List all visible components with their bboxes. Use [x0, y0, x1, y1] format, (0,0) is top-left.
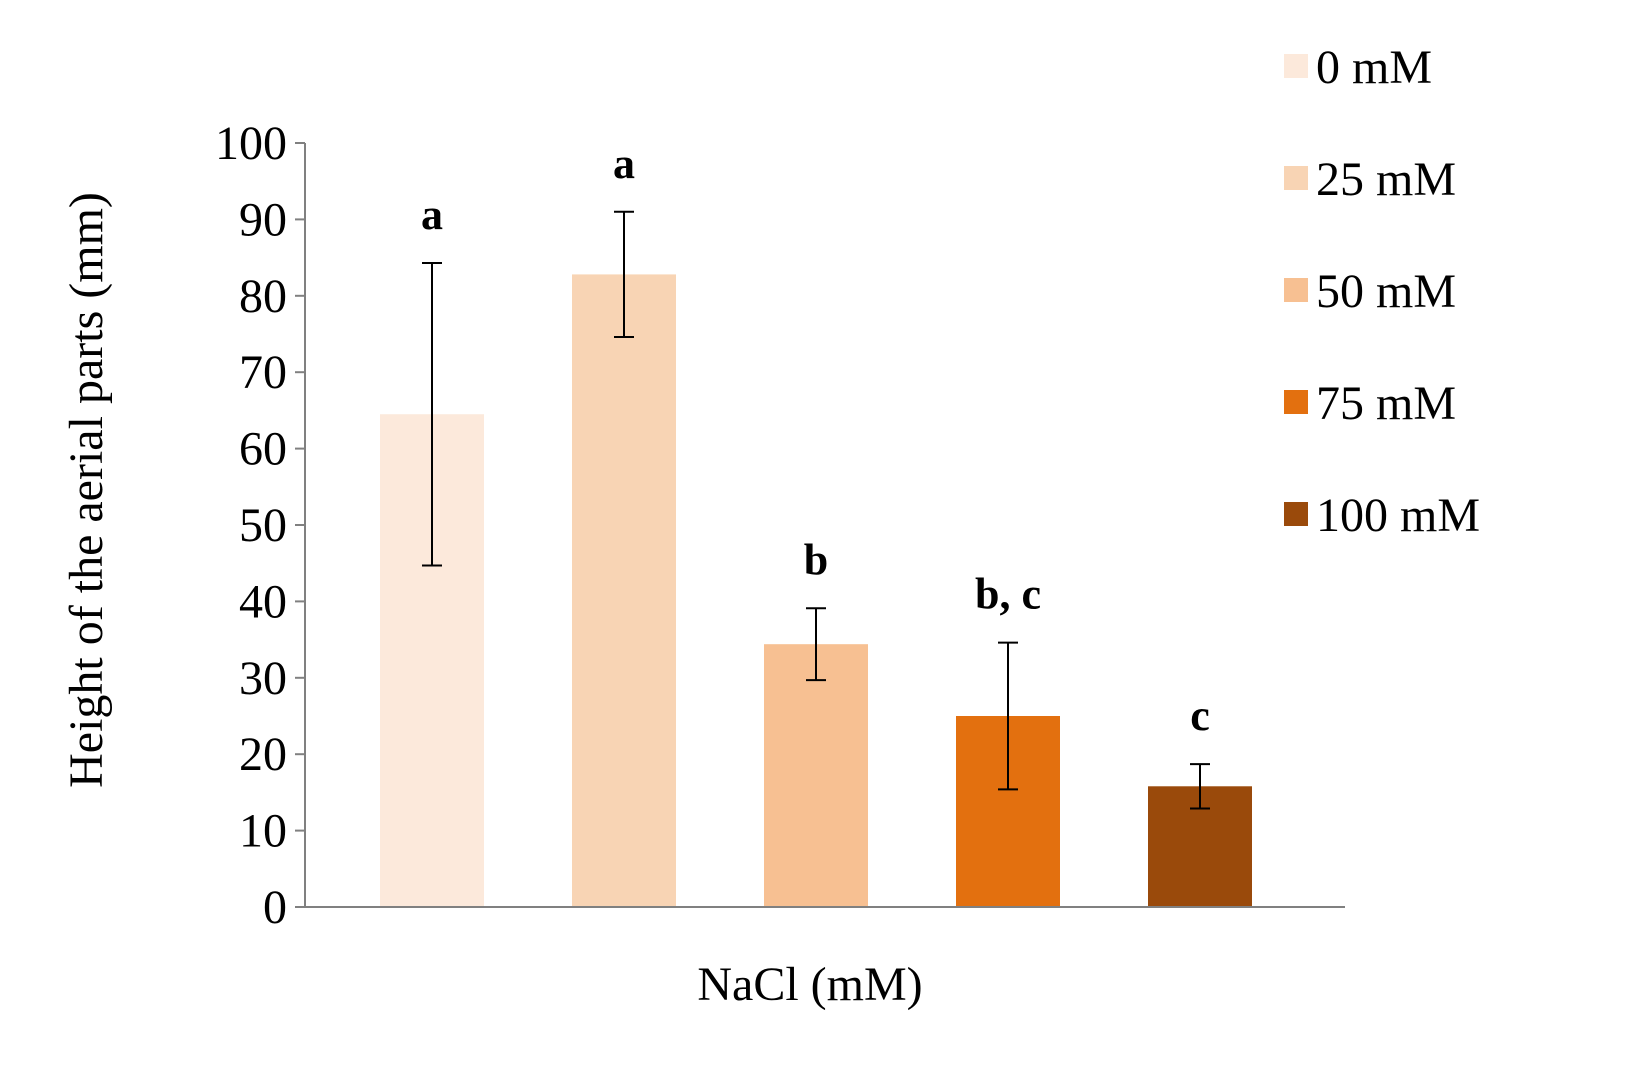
- significance-label: c: [1190, 691, 1210, 740]
- legend: 0 mM 25 mM 50 mM 75 mM 100 mM: [1284, 41, 1480, 542]
- y-tick-label: 10: [239, 805, 287, 858]
- significance-labels: a a b b, c c: [421, 139, 1210, 740]
- legend-swatch: [1284, 278, 1308, 302]
- legend-swatch: [1284, 390, 1308, 414]
- legend-label: 100 mM: [1316, 489, 1480, 542]
- legend-swatch: [1284, 54, 1308, 78]
- y-tick-label: 70: [239, 346, 287, 399]
- significance-label: a: [421, 190, 443, 239]
- y-tick-label: 0: [263, 881, 287, 934]
- y-axis: 0 10 20 30 40 50 60 70 80 90 100: [215, 117, 306, 934]
- legend-swatch: [1284, 166, 1308, 190]
- y-tick-label: 90: [239, 193, 287, 246]
- y-tick-label: 50: [239, 499, 287, 552]
- y-tick-label: 100: [215, 117, 287, 170]
- y-tick-label: 40: [239, 575, 287, 628]
- legend-label: 75 mM: [1316, 377, 1456, 430]
- x-axis-title: NaCl (mM): [697, 958, 922, 1011]
- legend-swatch: [1284, 502, 1308, 526]
- significance-label: b, c: [975, 570, 1041, 619]
- error-bars: [422, 210, 1210, 810]
- bar: [764, 644, 868, 907]
- y-tick-label: 80: [239, 270, 287, 323]
- legend-label: 50 mM: [1316, 265, 1456, 318]
- significance-label: a: [613, 139, 635, 188]
- y-tick-label: 30: [239, 652, 287, 705]
- y-tick-label: 60: [239, 423, 287, 476]
- y-axis-title: Height of the aerial parts (mm): [60, 192, 113, 788]
- legend-label: 0 mM: [1316, 41, 1432, 94]
- bar: [572, 274, 676, 908]
- significance-label: b: [804, 535, 828, 584]
- legend-label: 25 mM: [1316, 153, 1456, 206]
- bars: [380, 274, 1252, 908]
- y-tick-label: 20: [239, 728, 287, 781]
